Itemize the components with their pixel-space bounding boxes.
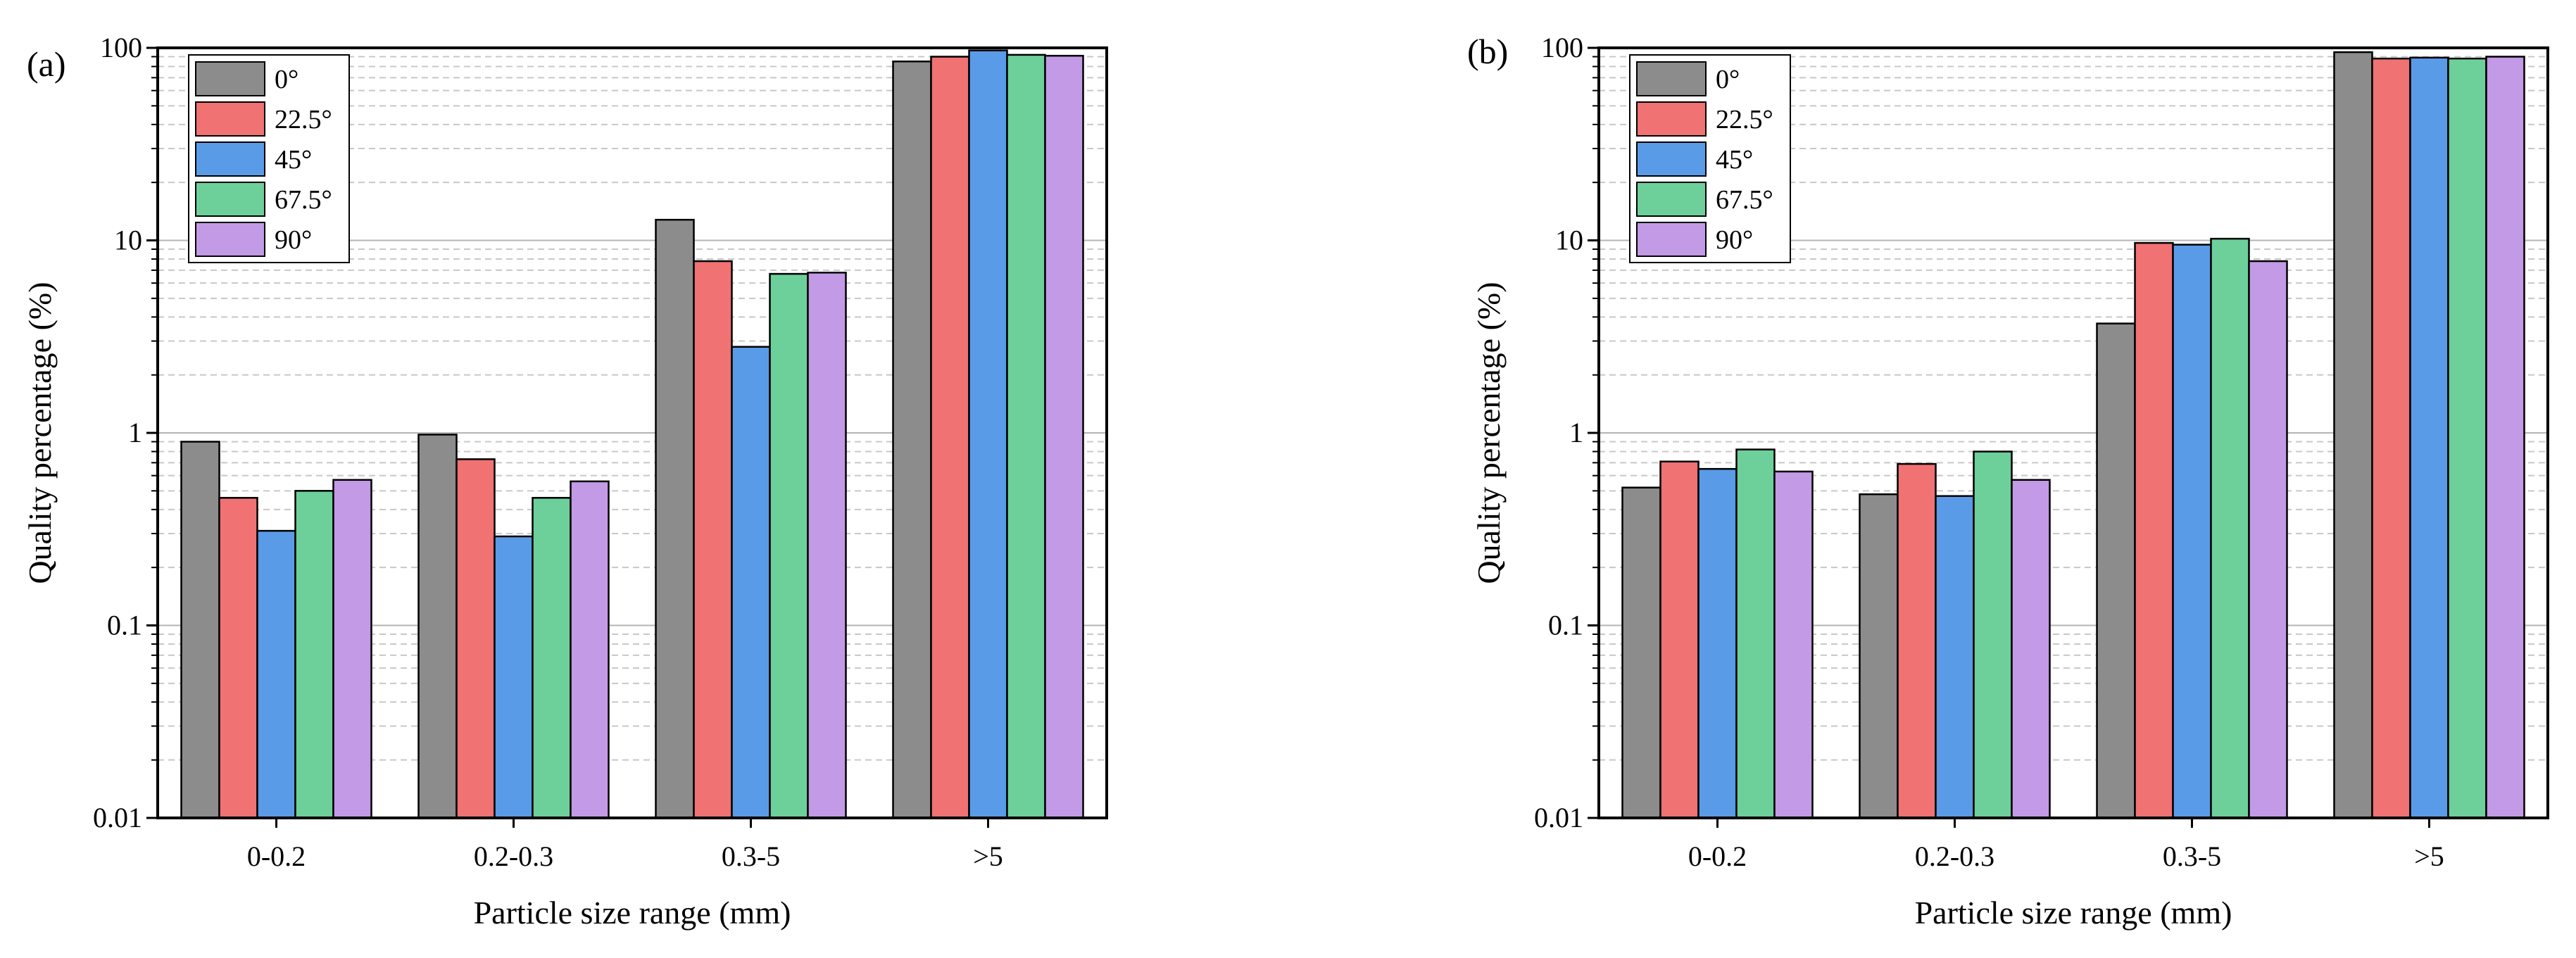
legend-label: 45° bbox=[1716, 145, 1753, 175]
legend-label: 90° bbox=[1716, 225, 1753, 255]
bar bbox=[2210, 237, 2250, 819]
bar bbox=[2447, 57, 2487, 819]
bar bbox=[1973, 450, 2013, 819]
bar bbox=[1935, 495, 1975, 819]
bar bbox=[532, 496, 572, 819]
y-tick-label: 10 bbox=[1555, 225, 1583, 256]
x-tick-label: 0-0.2 bbox=[247, 840, 306, 872]
bar bbox=[693, 260, 733, 819]
legend-label: 67.5° bbox=[1716, 185, 1773, 215]
y-tick-label: 0.1 bbox=[107, 610, 142, 641]
legend-swatch bbox=[195, 141, 265, 177]
bar bbox=[1735, 448, 1776, 819]
panel-label: (b) bbox=[1467, 32, 1508, 71]
bar bbox=[731, 346, 771, 819]
bar bbox=[1697, 467, 1738, 819]
bar bbox=[180, 441, 220, 819]
legend-label: 22.5° bbox=[275, 105, 332, 134]
y-axis-label: Quality percentage (%) bbox=[22, 282, 58, 584]
bar bbox=[417, 434, 458, 819]
panel-b: 0.01 0.1 1 10 100 0-0.2 0.2-0.3 0.3-5 >5 Particle… bbox=[1467, 32, 2549, 931]
legend-swatch bbox=[1636, 141, 1707, 177]
legend: 0° 22.5° 45° 67.5° 90° bbox=[188, 54, 350, 263]
y-tick-label: 100 bbox=[1541, 32, 1583, 63]
bar bbox=[2371, 57, 2411, 819]
bar bbox=[218, 496, 258, 819]
bar bbox=[1897, 462, 1937, 819]
bar bbox=[494, 535, 534, 819]
legend-label: 67.5° bbox=[275, 185, 332, 215]
bar bbox=[968, 49, 1008, 819]
x-tick-label: 0.2-0.3 bbox=[474, 840, 553, 872]
y-tick-label: 100 bbox=[100, 32, 142, 63]
y-tick-label: 10 bbox=[114, 225, 142, 256]
legend-swatch bbox=[1636, 222, 1707, 257]
x-tick-label: 0.2-0.3 bbox=[1915, 840, 1994, 872]
bar bbox=[1006, 53, 1046, 819]
legend-swatch bbox=[1636, 182, 1707, 217]
bar bbox=[930, 56, 970, 819]
bar bbox=[1659, 460, 1699, 819]
y-tick-label: 0.01 bbox=[93, 802, 142, 833]
bar bbox=[2172, 244, 2212, 819]
bar bbox=[2485, 56, 2525, 819]
bar bbox=[2011, 479, 2051, 819]
x-tick-label: 0.3-5 bbox=[722, 840, 780, 872]
bar bbox=[256, 529, 296, 819]
bar bbox=[2134, 241, 2174, 819]
legend-swatch bbox=[1636, 101, 1707, 137]
bar bbox=[2248, 260, 2288, 819]
x-axis-label: Particle size range (mm) bbox=[1915, 895, 2232, 931]
bar bbox=[807, 272, 847, 819]
x-tick-label: >5 bbox=[973, 840, 1003, 872]
y-tick-label: 0.1 bbox=[1548, 610, 1583, 641]
bar bbox=[332, 479, 372, 819]
bar bbox=[1621, 486, 1661, 819]
bar bbox=[570, 480, 610, 819]
bar bbox=[655, 218, 695, 819]
x-axis-label: Particle size range (mm) bbox=[474, 895, 791, 931]
legend-label: 0° bbox=[1716, 65, 1740, 94]
legend-label: 45° bbox=[275, 145, 312, 175]
y-tick-label: 0.01 bbox=[1534, 802, 1583, 833]
legend-swatch bbox=[195, 61, 265, 96]
panel-a: 0.01 0.1 1 10 100 0-0.2 0.2-0.3 0.3-5 >5 Particle… bbox=[22, 32, 1108, 931]
legend-swatch bbox=[195, 101, 265, 137]
bar bbox=[769, 272, 809, 819]
bar bbox=[2409, 56, 2449, 819]
panel-label: (a) bbox=[27, 44, 66, 84]
bar bbox=[1773, 470, 1814, 819]
y-tick-label: 1 bbox=[128, 417, 142, 448]
x-tick-label: 0.3-5 bbox=[2163, 840, 2221, 872]
legend: 0° 22.5° 45° 67.5° 90° bbox=[1629, 54, 1791, 263]
bar bbox=[294, 490, 334, 819]
x-tick-label: >5 bbox=[2414, 840, 2444, 872]
legend-label: 90° bbox=[275, 225, 312, 255]
legend-swatch bbox=[195, 222, 265, 257]
legend-label: 22.5° bbox=[1716, 105, 1773, 134]
bar bbox=[2333, 51, 2373, 819]
x-tick-label: 0-0.2 bbox=[1688, 840, 1747, 872]
legend-swatch bbox=[195, 182, 265, 217]
bar bbox=[455, 458, 496, 819]
bar bbox=[2096, 322, 2136, 819]
legend-swatch bbox=[1636, 61, 1707, 96]
y-tick-label: 1 bbox=[1569, 417, 1583, 448]
legend-label: 0° bbox=[275, 65, 299, 94]
bar bbox=[892, 61, 932, 819]
y-axis-label: Quality percentage (%) bbox=[1471, 282, 1507, 584]
bar bbox=[1859, 493, 1899, 819]
bar bbox=[1044, 54, 1084, 819]
